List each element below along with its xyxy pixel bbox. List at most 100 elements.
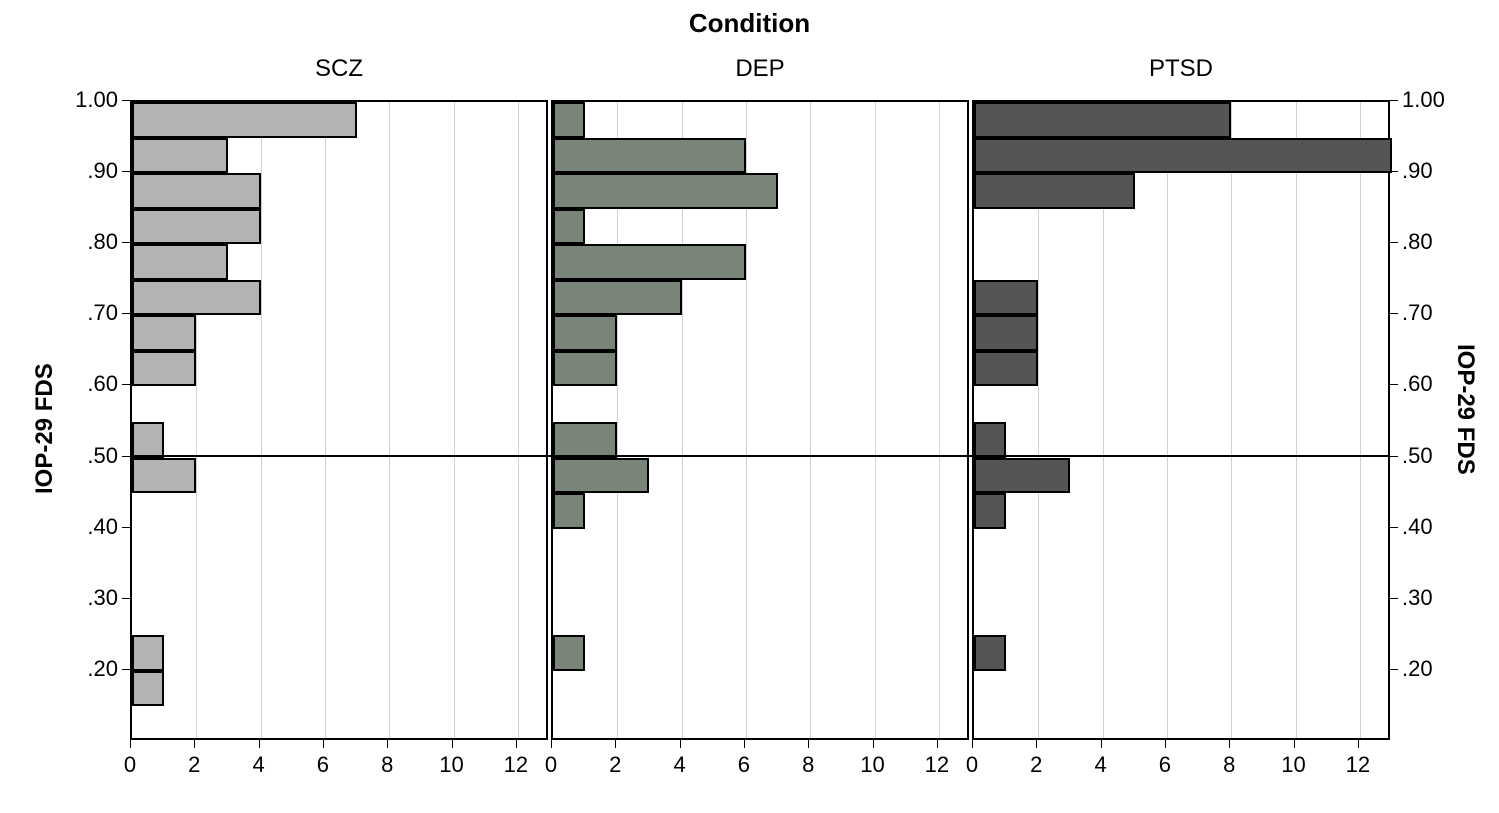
histogram-bar	[974, 458, 1070, 494]
y-tick-label-right: .90	[1402, 158, 1433, 184]
histogram-bar	[974, 280, 1038, 316]
gridline-vertical	[1360, 102, 1361, 738]
histogram-bar	[132, 173, 261, 209]
super-title: Condition	[0, 8, 1499, 39]
y-tick-label-left: .30	[87, 585, 118, 611]
x-tick-label: 6	[1159, 752, 1171, 778]
y-tick-label-left: 1.00	[75, 87, 118, 113]
y-tick-label-left: .90	[87, 158, 118, 184]
histogram-bar	[132, 209, 261, 245]
y-tick	[122, 242, 130, 243]
y-tick-label-left: .70	[87, 300, 118, 326]
histogram-bar	[974, 102, 1231, 138]
y-tick	[122, 669, 130, 670]
histogram-bar	[132, 138, 228, 174]
histogram-bar	[553, 493, 585, 529]
histogram-bar	[553, 280, 682, 316]
y-tick	[122, 100, 130, 101]
y-tick-label-left: .60	[87, 371, 118, 397]
gridline-vertical	[1231, 102, 1232, 738]
y-tick-label-right: .30	[1402, 585, 1433, 611]
histogram-bar	[553, 635, 585, 671]
y-tick	[122, 313, 130, 314]
x-tick	[516, 740, 517, 748]
gridline-vertical	[261, 102, 262, 738]
gridline-vertical	[325, 102, 326, 738]
histogram-bar	[974, 422, 1006, 458]
histogram-bar	[974, 635, 1006, 671]
y-tick-label-left: .20	[87, 656, 118, 682]
x-tick	[972, 740, 973, 748]
histogram-bar	[553, 315, 617, 351]
x-tick	[1294, 740, 1295, 748]
x-tick-label: 10	[860, 752, 884, 778]
x-tick-label: 6	[738, 752, 750, 778]
histogram-bar	[974, 138, 1392, 174]
histogram-bar	[553, 138, 746, 174]
y-tick	[1390, 171, 1398, 172]
x-tick-label: 8	[1223, 752, 1235, 778]
histogram-bar	[132, 280, 261, 316]
x-tick-label: 2	[609, 752, 621, 778]
histogram-bar	[132, 422, 164, 458]
y-tick-label-right: .20	[1402, 656, 1433, 682]
histogram-bar	[553, 244, 746, 280]
y-tick	[1390, 456, 1398, 457]
x-tick-label: 4	[252, 752, 264, 778]
gridline-vertical	[1167, 102, 1168, 738]
panel-title: SCZ	[130, 55, 548, 83]
x-tick	[1229, 740, 1230, 748]
x-tick-label: 0	[124, 752, 136, 778]
x-tick	[551, 740, 552, 748]
x-tick	[130, 740, 131, 748]
y-tick	[122, 456, 130, 457]
histogram-bar	[132, 102, 357, 138]
x-tick-label: 12	[1346, 752, 1370, 778]
reference-line	[130, 455, 1390, 457]
gridline-vertical	[454, 102, 455, 738]
x-tick	[387, 740, 388, 748]
histogram-bar	[553, 351, 617, 387]
gridline-vertical	[939, 102, 940, 738]
x-tick	[808, 740, 809, 748]
x-tick	[1101, 740, 1102, 748]
panel-title: PTSD	[972, 55, 1390, 83]
gridline-vertical	[1296, 102, 1297, 738]
x-tick	[452, 740, 453, 748]
panel	[972, 100, 1390, 740]
gridline-vertical	[875, 102, 876, 738]
y-tick-label-left: .50	[87, 443, 118, 469]
gridline-vertical	[518, 102, 519, 738]
histogram-bar	[974, 351, 1038, 387]
x-tick	[1358, 740, 1359, 748]
x-tick	[937, 740, 938, 748]
y-tick	[122, 171, 130, 172]
y-tick-label-right: .60	[1402, 371, 1433, 397]
gridline-vertical	[810, 102, 811, 738]
y-tick	[1390, 669, 1398, 670]
x-tick-label: 4	[673, 752, 685, 778]
histogram-bar	[553, 173, 778, 209]
x-tick	[1165, 740, 1166, 748]
y-tick-label-right: .70	[1402, 300, 1433, 326]
x-tick	[744, 740, 745, 748]
x-tick-label: 8	[802, 752, 814, 778]
x-tick-label: 0	[966, 752, 978, 778]
x-tick-label: 10	[439, 752, 463, 778]
y-tick	[1390, 527, 1398, 528]
histogram-bar	[553, 458, 649, 494]
x-tick-label: 12	[925, 752, 949, 778]
x-tick	[680, 740, 681, 748]
gridline-vertical	[389, 102, 390, 738]
y-tick	[122, 527, 130, 528]
x-tick-label: 2	[1030, 752, 1042, 778]
y-tick	[122, 598, 130, 599]
histogram-bar	[132, 315, 196, 351]
y-tick-label-right: 1.00	[1402, 87, 1445, 113]
histogram-bar	[132, 635, 164, 671]
panel-title: DEP	[551, 55, 969, 83]
y-tick	[1390, 598, 1398, 599]
y-tick	[1390, 384, 1398, 385]
panel	[551, 100, 969, 740]
y-tick	[1390, 313, 1398, 314]
